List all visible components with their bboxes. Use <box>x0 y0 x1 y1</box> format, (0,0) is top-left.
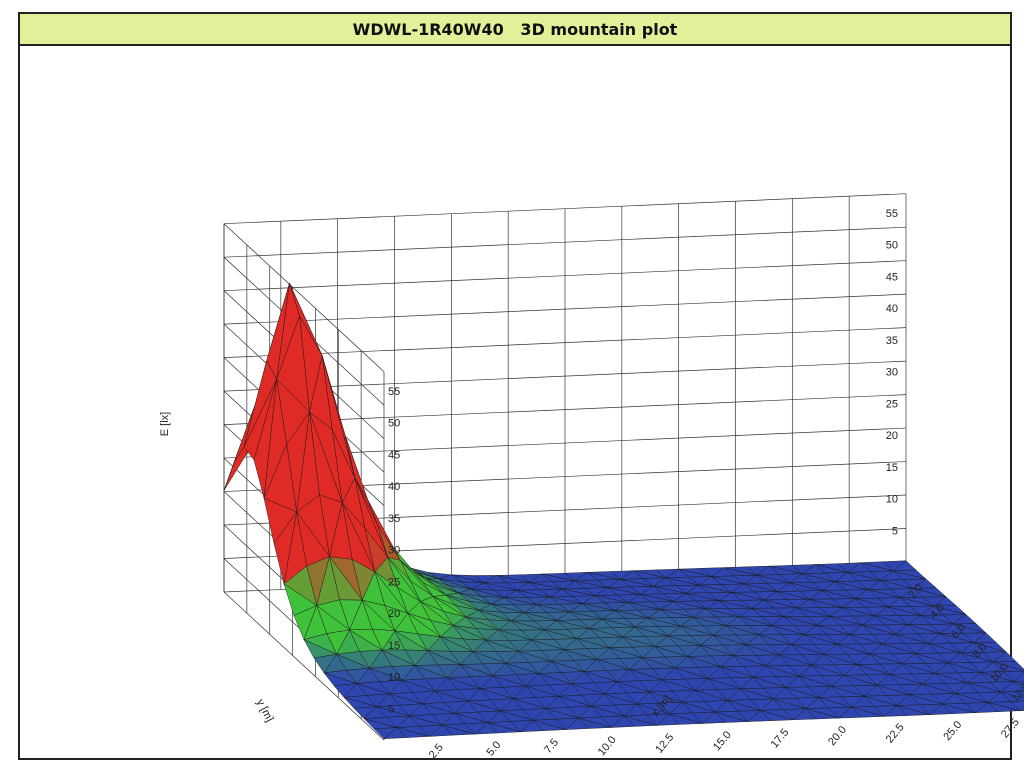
x-tick-label: 20.0 <box>826 724 849 748</box>
z-tick-label-left: 5 <box>892 525 898 537</box>
x-tick-label: 22.5 <box>884 721 907 745</box>
z-tick-label-right: 35 <box>388 513 400 525</box>
x-tick-label: 7.5 <box>542 737 561 756</box>
x-tick-label: 2.5 <box>427 742 446 761</box>
z-tick-label-right: 40 <box>388 481 400 493</box>
z-tick-label-right: 30 <box>388 545 400 557</box>
surface-facet <box>429 724 453 737</box>
z-tick-label-left: 10 <box>886 494 898 506</box>
illuminance-surface <box>223 282 1024 739</box>
surface-facet <box>1013 672 1024 682</box>
x-tick-label: 17.5 <box>769 726 792 750</box>
surface-facet <box>565 717 589 730</box>
surface-facet <box>611 715 635 728</box>
surface-facet <box>838 706 862 719</box>
z-tick-label-left: 55 <box>886 208 898 220</box>
z-axis-label: E [lx] <box>159 412 171 436</box>
z-tick-label-right: 25 <box>388 576 400 588</box>
surface-facet <box>383 727 407 739</box>
surface-facet <box>656 713 680 726</box>
z-tick-label-left: 15 <box>886 462 898 474</box>
x-tick-label: 12.5 <box>653 732 676 756</box>
x-tick-label: 10.0 <box>596 734 619 758</box>
x-tick-label: 25.0 <box>941 719 964 743</box>
z-tick-label-right: 10 <box>388 672 400 684</box>
surface-facet <box>883 705 908 717</box>
z-tick-label-left: 40 <box>886 303 898 315</box>
x-tick-label: 27.5 <box>999 716 1022 740</box>
y-axis-label: y [m] <box>254 697 276 724</box>
surface-facet <box>474 722 498 735</box>
surface-facet <box>702 711 726 724</box>
surface-facet <box>974 702 999 713</box>
surface-facet <box>747 710 771 722</box>
x-tick-label: 5.0 <box>484 739 503 758</box>
surface-facet <box>1020 707 1024 711</box>
z-tick-label-left: 20 <box>886 430 898 442</box>
z-tick-label-right: 20 <box>388 608 400 620</box>
z-tick-label-right: 5 <box>388 703 394 715</box>
z-tick-label-left: 25 <box>886 398 898 410</box>
z-tick-label-left: 35 <box>886 335 898 347</box>
x-tick-label: 15.0 <box>711 729 734 753</box>
z-tick-label-left: 45 <box>886 271 898 283</box>
surface-facet <box>929 703 953 715</box>
z-tick-label-left: 50 <box>886 240 898 252</box>
z-tick-label-right: 15 <box>388 640 400 652</box>
z-tick-label-right: 55 <box>388 386 400 398</box>
chart-title: WDWL-1R40W40 3D mountain plot <box>20 14 1010 46</box>
z-tick-label-right: 50 <box>388 418 400 430</box>
z-tick-label-right: 45 <box>388 449 400 461</box>
surface-facet <box>792 708 817 721</box>
surface-facet <box>520 720 544 733</box>
z-tick-label-left: 30 <box>886 367 898 379</box>
